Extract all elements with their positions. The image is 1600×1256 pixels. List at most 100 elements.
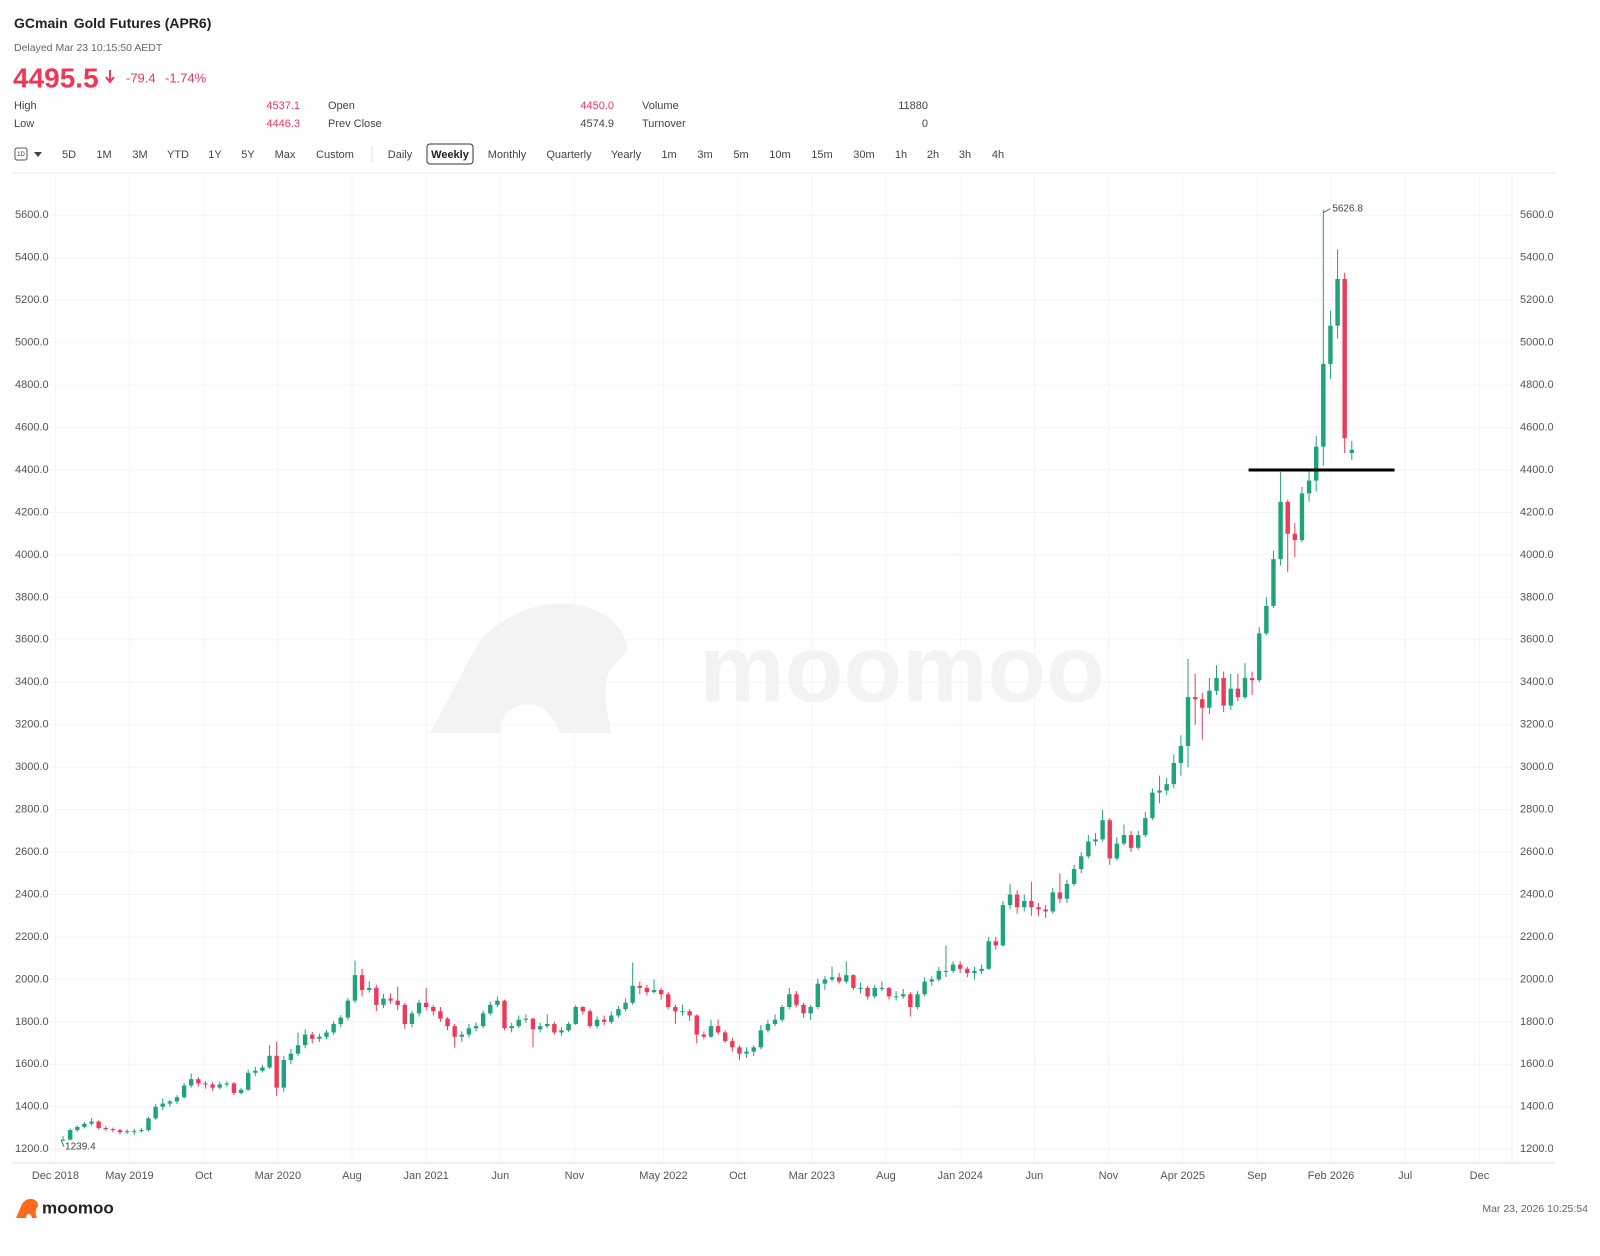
stats: High 4537.1 Open 4450.0 Volume 11880 Low 4446.3…	[14, 100, 928, 130]
candle-body	[110, 1129, 116, 1131]
x-tick-label: Aug	[342, 1170, 362, 1182]
candle-body	[1271, 559, 1276, 606]
y-tick-label-right: 1800.0	[1520, 1016, 1554, 1028]
y-tick-label-left: 2200.0	[15, 931, 49, 943]
interval-button[interactable]: 1m	[661, 149, 676, 161]
range-button[interactable]: 1Y	[208, 149, 222, 161]
candle-body	[345, 1000, 351, 1018]
candle-body	[117, 1130, 123, 1133]
annotations: 5626.8 1239.4	[60, 203, 1395, 1152]
y-tick-label-left: 4000.0	[15, 549, 49, 561]
y-tick-label-right: 4800.0	[1520, 379, 1554, 391]
max-pointer	[1323, 208, 1331, 214]
range-button[interactable]: Custom	[316, 149, 354, 161]
candle-body	[552, 1023, 557, 1033]
stat-label: Low	[14, 118, 34, 130]
candle-body	[787, 994, 792, 1007]
range-button[interactable]: 5Y	[241, 149, 255, 161]
range-button[interactable]: 5D	[62, 149, 76, 161]
y-tick-label-right: 5000.0	[1520, 337, 1554, 349]
candle-body	[217, 1084, 222, 1088]
candle-body	[1029, 900, 1034, 908]
interval-button[interactable]: 4h	[992, 149, 1004, 161]
candle-body	[758, 1030, 764, 1048]
interval-button[interactable]: 3h	[959, 149, 971, 161]
y-tick-label-left: 3800.0	[15, 591, 49, 603]
y-tick-label-right: 2800.0	[1520, 804, 1554, 816]
x-tick-label: May 2022	[639, 1170, 687, 1182]
candle-body	[96, 1121, 101, 1128]
candle-body	[851, 975, 856, 988]
candle-body	[715, 1026, 721, 1033]
min-pointer	[60, 1139, 65, 1148]
candle-body	[82, 1123, 87, 1127]
candle-body	[1093, 839, 1098, 842]
candle-body	[431, 1007, 436, 1012]
candle-body	[723, 1032, 728, 1041]
interval-button[interactable]: 1h	[895, 149, 907, 161]
interval-button[interactable]: 2h	[927, 149, 939, 161]
y-tick-label-left: 1600.0	[15, 1058, 49, 1070]
range-icon-text[interactable]: 1D	[17, 152, 25, 158]
candle-body	[1171, 762, 1177, 785]
dropdown-caret[interactable]	[34, 152, 42, 157]
candle-body	[167, 1101, 173, 1104]
y-tick-label-left: 3600.0	[15, 634, 49, 646]
x-tick-label: Mar 2020	[255, 1170, 301, 1182]
candle-body	[274, 1055, 279, 1088]
candle-body	[566, 1023, 571, 1031]
candle-body	[893, 996, 899, 998]
y-tick-label-left: 1200.0	[15, 1143, 49, 1155]
candle-body	[829, 977, 835, 980]
candle-body	[609, 1015, 614, 1022]
candle-body	[196, 1079, 201, 1084]
min-label: 1239.4	[65, 1141, 96, 1152]
candle-body	[452, 1026, 457, 1037]
status: Delayed Mar 23 10:15:50 AEDT	[14, 42, 163, 54]
interval-button[interactable]: 30m	[853, 149, 874, 161]
interval-button[interactable]: Quarterly	[546, 149, 592, 161]
candle-body	[580, 1007, 586, 1012]
range-icon[interactable]	[14, 147, 28, 161]
watermark: moomoo	[699, 615, 1104, 722]
interval-button[interactable]: 15m	[811, 149, 832, 161]
y-tick-label-left: 1800.0	[15, 1016, 49, 1028]
candle-body	[644, 987, 650, 993]
candle-body	[67, 1130, 73, 1140]
x-tick-label: Dec	[1470, 1170, 1490, 1182]
range-button[interactable]: Max	[275, 149, 296, 161]
candle-body	[480, 1013, 486, 1027]
x-tick-label: Jan 2024	[938, 1170, 983, 1182]
candle-body	[423, 1002, 429, 1007]
instrument-name: Gold Futures (APR6)	[74, 15, 212, 31]
candle-body	[409, 1013, 415, 1024]
x-tick-label: Jan 2021	[404, 1170, 449, 1182]
interval-button[interactable]: 10m	[769, 149, 790, 161]
interval-button[interactable]: Yearly	[611, 149, 642, 161]
range-button[interactable]: 3M	[132, 149, 147, 161]
range-button[interactable]: 1M	[96, 149, 111, 161]
candle-body	[929, 979, 934, 982]
range-button[interactable]: YTD	[167, 149, 189, 161]
candle-body	[75, 1126, 80, 1131]
symbol: GCmain	[14, 15, 68, 31]
y-tick-label-right: 2000.0	[1520, 973, 1554, 985]
title: GCmain Gold Futures (APR6)	[14, 15, 211, 31]
y-tick-label-left: 5200.0	[15, 294, 49, 306]
interval-button[interactable]: 5m	[733, 149, 748, 161]
candle-body	[238, 1089, 244, 1093]
y-tick-label-right: 4000.0	[1520, 549, 1554, 561]
y-tick-label-right: 5200.0	[1520, 294, 1554, 306]
candle-body	[146, 1118, 151, 1131]
grid: 1200.0 1200.0 1400.0 1400.0 1600.0 1600.0 1800…	[15, 175, 1554, 1182]
interval-button[interactable]: Monthly	[488, 149, 527, 161]
interval-button[interactable]: Daily	[388, 149, 413, 161]
candle-body	[203, 1083, 208, 1085]
candle-body	[1164, 784, 1169, 791]
interval-button[interactable]: Weekly	[431, 149, 470, 161]
interval-button[interactable]: 3m	[697, 149, 712, 161]
y-tick-label-left: 2000.0	[15, 973, 49, 985]
selected-interval-box[interactable]	[426, 143, 474, 165]
stat-label: Volume	[642, 100, 679, 112]
